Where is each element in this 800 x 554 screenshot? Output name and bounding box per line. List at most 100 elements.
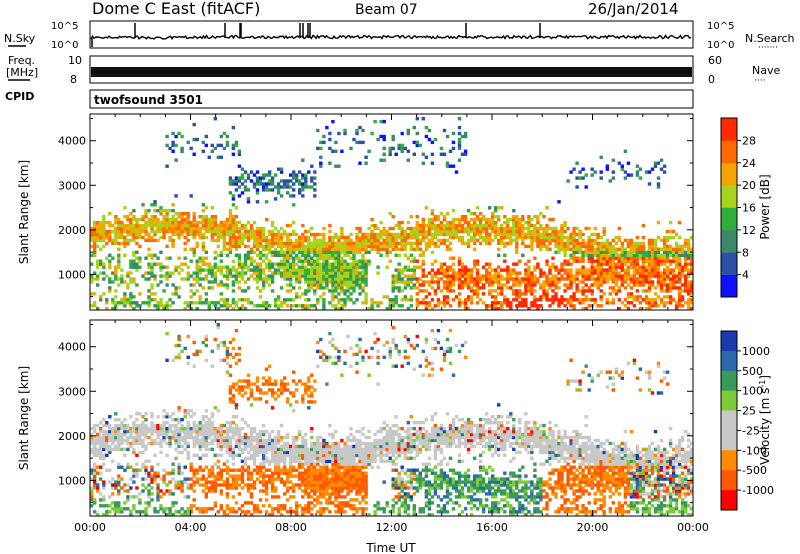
power-cell — [690, 268, 694, 272]
power-cell — [186, 215, 190, 219]
power-cell — [662, 277, 667, 281]
power-cell — [671, 253, 676, 257]
velocity-cell — [264, 510, 269, 514]
power-cell — [210, 301, 214, 305]
power-cell — [590, 274, 594, 278]
power-cell — [690, 247, 694, 251]
power-cell — [614, 268, 618, 272]
velocity-cell — [102, 483, 106, 487]
power-cell — [418, 143, 422, 148]
power-cell — [460, 268, 465, 272]
power-heatmap — [90, 117, 694, 311]
velocity-cell — [237, 468, 242, 472]
power-cell — [578, 170, 582, 174]
power-cell — [497, 277, 501, 281]
velocity-cell — [150, 421, 154, 425]
velocity-cell — [156, 462, 160, 466]
power-cell — [138, 259, 142, 263]
power-cell — [638, 307, 643, 311]
velocity-cell — [153, 474, 157, 478]
power-cell — [442, 229, 447, 234]
power-cell — [478, 223, 483, 228]
velocity-cell — [213, 432, 217, 437]
velocity-cell — [195, 352, 199, 357]
power-cell — [147, 301, 151, 305]
power-cell — [415, 226, 419, 231]
power-cell — [542, 226, 546, 231]
power-cell — [283, 256, 287, 260]
power-cell — [641, 262, 646, 266]
power-cell — [252, 277, 257, 281]
velocity-cell — [213, 489, 217, 493]
power-cell — [295, 271, 299, 275]
power-cell — [572, 280, 576, 284]
power-cell — [454, 223, 459, 228]
power-cell — [521, 253, 525, 257]
power-cell — [174, 143, 178, 148]
power-cell — [367, 226, 371, 231]
power-cell — [427, 217, 432, 222]
power-cell — [289, 238, 293, 243]
velocity-cell — [114, 444, 118, 449]
velocity-cell — [255, 468, 260, 472]
power-cell — [364, 250, 368, 254]
velocity-cell — [183, 510, 187, 514]
power-cell — [653, 292, 658, 296]
velocity-cell — [147, 483, 151, 487]
velocity-cell — [93, 468, 97, 472]
power-cell — [304, 292, 308, 296]
power-cell — [204, 220, 208, 225]
power-cell — [286, 241, 290, 246]
power-cell — [662, 170, 667, 174]
power-cell — [222, 131, 227, 136]
power-cell — [231, 244, 236, 249]
velocity-cell — [264, 447, 269, 452]
power-cell — [590, 268, 594, 272]
velocity-cell — [180, 418, 184, 422]
power-cell — [457, 256, 462, 260]
power-cell — [509, 304, 513, 308]
power-cell — [283, 185, 287, 189]
power-cell — [255, 241, 260, 246]
power-cbar-tick-label: 20 — [742, 179, 756, 192]
velocity-cell — [258, 397, 263, 401]
power-cell — [668, 268, 673, 272]
velocity-cell — [204, 507, 208, 511]
power-cell — [662, 253, 667, 257]
power-cell — [382, 158, 386, 162]
power-cell — [403, 253, 407, 257]
power-cell — [322, 280, 326, 284]
power-cell — [605, 253, 609, 257]
velocity-cell — [204, 480, 208, 484]
power-cell — [286, 182, 290, 186]
power-cell — [626, 268, 631, 272]
power-cell — [463, 301, 468, 305]
power-cell — [436, 283, 441, 287]
power-cell — [222, 235, 227, 240]
velocity-cell — [150, 492, 154, 496]
power-cell — [325, 286, 329, 290]
power-cell — [292, 274, 296, 278]
velocity-cell — [201, 426, 205, 431]
power-cell — [608, 277, 612, 281]
velocity-cell — [267, 382, 272, 386]
velocity-cell — [111, 432, 115, 437]
velocity-cell — [225, 349, 230, 354]
velocity-cell — [162, 432, 166, 437]
power-cell — [593, 298, 597, 302]
power-cell — [557, 244, 561, 249]
power-cell — [231, 307, 236, 311]
power-cell — [512, 298, 516, 302]
velocity-cell — [93, 501, 97, 505]
power-cell — [590, 256, 594, 260]
power-cell — [144, 238, 148, 243]
velocity-cell — [249, 394, 254, 398]
power-cell — [611, 262, 615, 266]
power-cell — [400, 289, 404, 293]
power-cell — [307, 247, 311, 251]
power-cell — [611, 289, 615, 293]
power-cell — [252, 173, 257, 177]
power-cell — [198, 277, 202, 281]
power-cell — [542, 286, 546, 290]
power-cell — [521, 298, 525, 302]
